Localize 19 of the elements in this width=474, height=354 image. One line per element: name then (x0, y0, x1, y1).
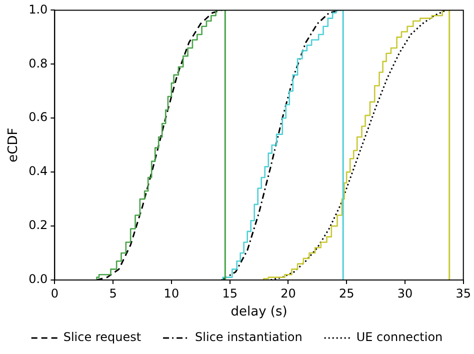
x-axis-title: delay (s) (230, 304, 288, 320)
x-tick-label: 35 (456, 286, 472, 300)
x-tick-label: 15 (222, 286, 238, 300)
legend-label: Slice request (63, 330, 142, 344)
y-tick-label: 0.2 (28, 218, 48, 232)
y-tick-label: 0.0 (28, 272, 48, 286)
x-tick-label: 5 (109, 286, 117, 300)
y-tick-label: 0.6 (28, 110, 48, 124)
legend-label: UE connection (356, 330, 443, 344)
y-tick-label: 1.0 (28, 2, 48, 16)
x-tick-label: 30 (397, 286, 413, 300)
y-tick-label: 0.4 (28, 164, 48, 178)
legend-label: Slice instantiation (195, 330, 302, 344)
y-tick-label: 0.8 (28, 56, 48, 70)
x-tick-label: 10 (164, 286, 180, 300)
y-axis-title: eCDF (6, 128, 22, 162)
x-tick-label: 0 (50, 286, 59, 300)
x-tick-label: 25 (338, 286, 354, 300)
x-tick-label: 20 (280, 286, 296, 300)
